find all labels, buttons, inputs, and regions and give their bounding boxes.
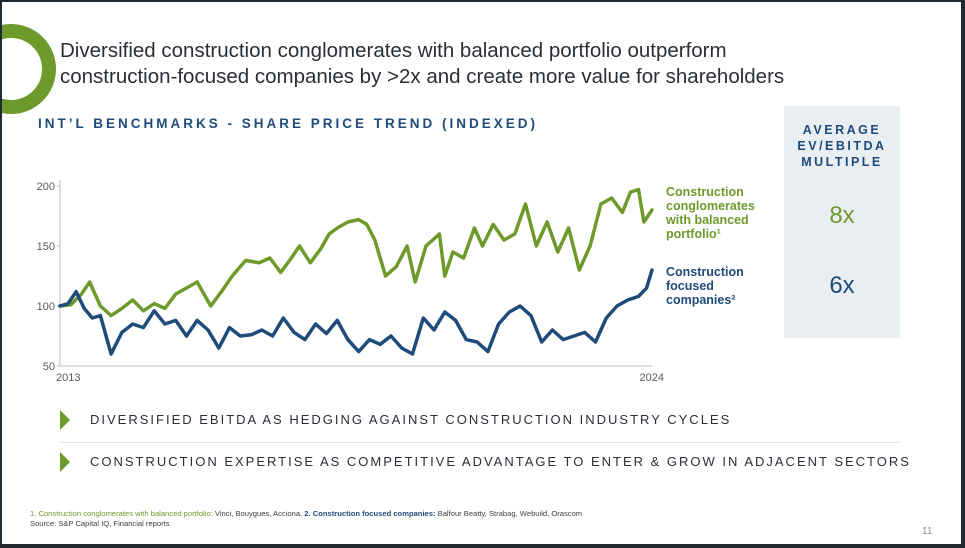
footnote-2-text: Balfour Beatty, Strabag, Webuild, Orasco… — [435, 509, 583, 518]
x-tick-label: 2024 — [640, 372, 664, 384]
slide-title-line-2: construction-focused companies by >2x an… — [60, 65, 785, 88]
footnote-source: Source: S&P Capital IQ, Financial report… — [30, 519, 170, 528]
panel-title-line-1: AVERAGE — [802, 123, 882, 137]
multiple-conglomerates: 8x — [829, 202, 855, 229]
panel-title-line-2: EV/EBITDA — [797, 139, 887, 153]
legend-label-construction-focused: Construction focused companies² — [666, 265, 744, 307]
y-tick-label: 50 — [43, 361, 55, 373]
footnote-2-label: Construction focused companies: — [312, 509, 436, 518]
bullet-text-2: CONSTRUCTION EXPERTISE AS COMPETITIVE AD… — [90, 454, 911, 469]
page-number: 11 — [922, 526, 933, 537]
series-line-construction-focused — [58, 268, 654, 356]
x-tick-label: 2013 — [56, 372, 80, 384]
panel-title-line-3: MULTIPLE — [801, 155, 883, 169]
share-price-chart: 50 100 150 200 2013 2024 Construction conglomer… — [37, 180, 755, 384]
footnote-1-label: Construction conglomerates with balanced… — [38, 509, 213, 518]
panel-title: AVERAGE EV/EBITDA MULTIPLE — [784, 122, 900, 170]
slide-title: Diversified construction conglomerates w… — [60, 38, 940, 90]
footnote-1-number: 1. — [30, 509, 37, 518]
chart-title: INT’L BENCHMARKS - SHARE PRICE TREND (IN… — [38, 116, 539, 131]
footnote-1-text: Vinci, Bouygues, Acciona, — [212, 509, 305, 518]
legend-label-conglomerates: Construction conglomerates with balanced po… — [665, 185, 755, 241]
footnote-2-number: 2. — [304, 509, 311, 518]
y-tick-label: 150 — [37, 241, 55, 253]
slide-title-line-1: Diversified construction conglomerates w… — [60, 39, 727, 62]
bullet-text-1: DIVERSIFIED EBITDA AS HEDGING AGAINST CO… — [90, 412, 732, 427]
divider — [60, 442, 900, 443]
triangle-bullet-icon — [60, 410, 70, 430]
y-tick-label: 100 — [37, 301, 55, 313]
ev-ebitda-panel: AVERAGE EV/EBITDA MULTIPLE 8x 6x — [784, 106, 900, 338]
footnote-companies: 1. Construction conglomerates with balan… — [30, 509, 582, 519]
series-line-conglomerates — [58, 187, 654, 318]
y-tick-label: 200 — [37, 181, 55, 193]
triangle-bullet-icon — [60, 452, 70, 472]
multiple-construction-focused: 6x — [829, 272, 855, 299]
footnote: 1. Construction conglomerates with balan… — [30, 509, 582, 529]
